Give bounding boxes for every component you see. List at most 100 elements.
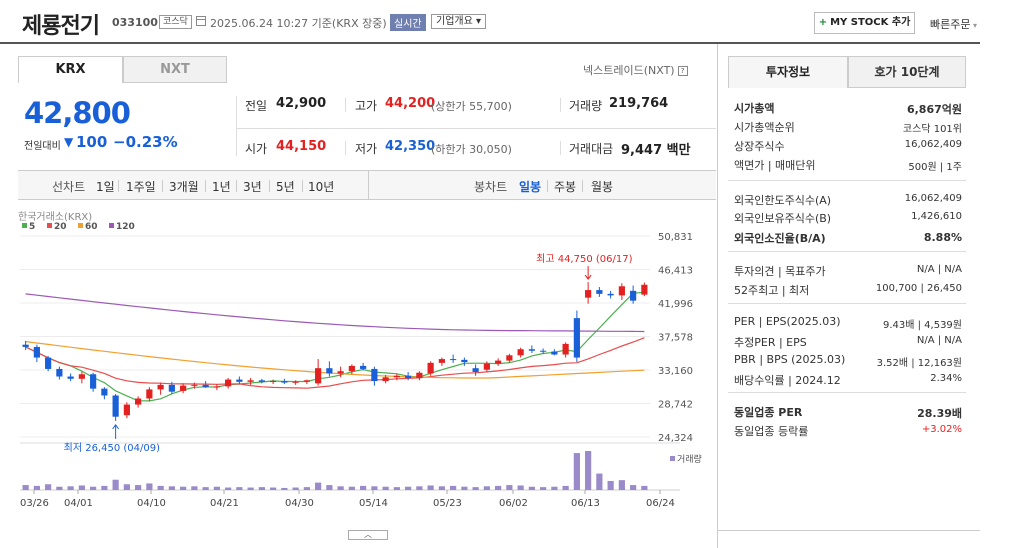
candle-body [585, 290, 592, 298]
ma-legend: 5 20 60 120 [22, 222, 135, 232]
stock-code: 033100 [112, 16, 158, 29]
y-axis-ticks: 50,831 46,413 41,996 37,578 33,160 28,742 24,3… [658, 232, 693, 444]
candle-body [337, 371, 344, 374]
volume-bar [247, 487, 254, 490]
add-mystock-button[interactable]: + MY STOCK 추가 [814, 12, 915, 34]
period-10y[interactable]: 10년 [308, 180, 335, 194]
section-divider [728, 180, 966, 181]
chevron-down-icon: ▾ [476, 16, 482, 27]
period-1d[interactable]: 1일 [96, 180, 115, 194]
period-3m[interactable]: 3개월 [169, 180, 199, 194]
company-overview-button[interactable]: 기업개요 ▾ [431, 14, 487, 29]
low-annotation: 최저 26,450 (04/09) [64, 442, 160, 454]
ma-line-5 [25, 291, 645, 402]
volume-bar [213, 486, 220, 490]
candle-body [180, 385, 187, 391]
open-value: 44,150 [276, 139, 327, 154]
period-weekly[interactable]: 주봉 [554, 180, 577, 194]
info-value: 100,700 | 26,450 [875, 283, 962, 294]
legend-swatch-20 [47, 223, 52, 228]
volume-bar [180, 486, 187, 490]
tab-nxt[interactable]: NXT [123, 56, 227, 83]
volume-legend-swatch [670, 456, 675, 461]
volume-bar [528, 486, 535, 490]
amount-label: 거래대금 [569, 142, 614, 156]
low-value: 42,350 [385, 139, 436, 154]
candle-body [270, 381, 277, 383]
tab-investment-info[interactable]: 투자정보 [728, 56, 848, 88]
candle-body [450, 359, 457, 361]
calendar-icon [196, 16, 206, 26]
legend-label-120: 120 [116, 222, 135, 232]
candle-body [90, 374, 97, 389]
tab-krx[interactable]: KRX [18, 56, 123, 83]
period-1y[interactable]: 1년 [212, 180, 231, 194]
candle-body [506, 355, 513, 361]
x-tick-label: 04/30 [285, 498, 314, 509]
period-5y[interactable]: 5년 [276, 180, 295, 194]
chart-collapse-toggle[interactable]: ︿ [348, 530, 388, 540]
line-chart-label[interactable]: 선차트 [52, 180, 86, 194]
info-value: 2.34% [930, 373, 962, 384]
candlesticks [22, 282, 648, 421]
chart-grid [20, 235, 680, 444]
realtime-badge[interactable]: 실시간 [390, 14, 426, 31]
volume-bar [22, 485, 29, 490]
candle-body [540, 350, 547, 352]
upper-limit: (상한가 55,700) [431, 100, 512, 113]
info-label: 투자의견 | 목표주가 [734, 265, 826, 278]
info-label: 추정PER | EPS [734, 336, 807, 349]
x-axis-ticks: 03/26 04/01 04/10 04/21 04/30 05/14 05/23 06/02… [20, 490, 675, 509]
info-label: 외국인소진율(B/A) [734, 232, 826, 245]
volume-bar [573, 453, 580, 490]
info-label: 동일업종 PER [734, 406, 803, 419]
x-tick-label: 04/10 [137, 498, 166, 509]
info-label: 액면가 | 매매단위 [734, 159, 816, 172]
candle-body [78, 374, 85, 379]
period-3y[interactable]: 3년 [243, 180, 262, 194]
chevron-down-icon: ▾ [970, 21, 978, 30]
candle-body [630, 290, 637, 301]
candle-body [225, 379, 232, 387]
period-daily[interactable]: 일봉 [519, 180, 542, 194]
candle-body [517, 349, 524, 356]
volume-bar [461, 486, 468, 490]
y-tick-label: 33,160 [658, 366, 693, 377]
candle-body [472, 368, 479, 372]
candle-body [528, 349, 535, 351]
info-value: +3.02% [921, 424, 962, 435]
volume-bar [326, 485, 333, 490]
volume-bar [641, 485, 648, 490]
nextrade-link[interactable]: 넥스트레이드(NXT)? [583, 62, 688, 78]
legend-swatch-5 [22, 223, 27, 228]
volume-bar [450, 485, 457, 490]
volume-bar [371, 486, 378, 490]
candle-body [326, 368, 333, 374]
volume-bar [303, 487, 310, 490]
volume-bar [506, 485, 513, 490]
low-label: 저가 [355, 142, 378, 156]
volume-bar [348, 486, 355, 490]
volume-bar [281, 487, 288, 490]
stock-chart[interactable]: 한국거래소(KRX) 5 20 60 120 50,831 46,413 41,996 37… [18, 205, 718, 545]
quick-order-button[interactable]: 빠른주문 ▾ [930, 18, 978, 31]
period-monthly[interactable]: 월봉 [591, 180, 614, 194]
volume-bar [630, 485, 637, 490]
info-label: 외국인한도주식수(A) [734, 194, 832, 207]
candle-body [247, 380, 254, 382]
x-tick-label: 05/23 [433, 498, 462, 509]
help-icon[interactable]: ? [677, 66, 688, 76]
period-1w[interactable]: 1주일 [126, 180, 156, 194]
info-label: 시가총액순위 [734, 121, 795, 134]
moving-average-lines [25, 291, 645, 402]
high-value: 44,200 [385, 96, 436, 111]
y-tick-label: 50,831 [658, 232, 693, 243]
info-value: 6,867억원 [906, 103, 962, 116]
current-price: 42,800 [24, 96, 131, 130]
candle-body [236, 379, 243, 382]
candle-chart-label[interactable]: 봉차트 [474, 180, 508, 194]
plus-icon: + [818, 17, 828, 28]
volume-bar [562, 485, 569, 490]
tab-order-book[interactable]: 호가 10단계 [848, 56, 966, 88]
candle-body [191, 384, 198, 386]
